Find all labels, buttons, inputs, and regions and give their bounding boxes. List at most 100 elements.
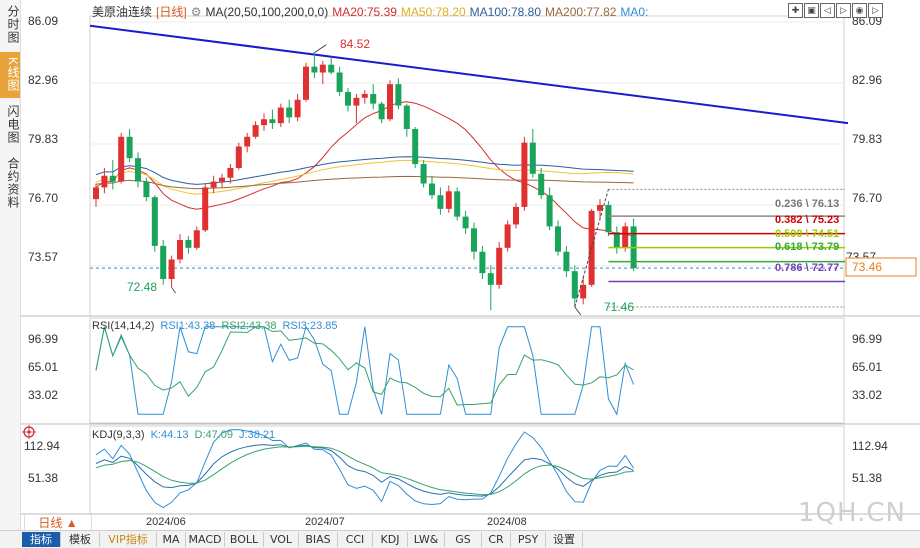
kdj-j-value: J:38.21 [239, 429, 276, 441]
tab-contract-info[interactable]: 合约资料 [6, 157, 20, 209]
candle-body [412, 128, 419, 165]
grid-layer [90, 21, 844, 269]
date-label: 2024/08 [487, 516, 527, 528]
fib-label-0382: 0.382 \ 75.23 [775, 214, 839, 226]
zoom-icon[interactable]: ◉ [852, 3, 867, 18]
tab-indicator[interactable]: 指标 [22, 532, 61, 547]
candle-body [303, 66, 309, 100]
tab-flash[interactable]: 闪电图 [6, 104, 20, 144]
ma50-line [95, 159, 634, 195]
candles-layer [93, 52, 637, 311]
candle-body [193, 230, 200, 248]
candle-body [487, 273, 494, 285]
candle-body [471, 228, 477, 252]
candle-body [613, 232, 620, 248]
rsi-tick-left: 96.99 [28, 332, 58, 346]
chart-canvas[interactable]: 86.09 82.96 79.83 76.70 73.57 86.09 82.9… [0, 0, 920, 530]
candle-body [571, 271, 578, 299]
candle-body [529, 142, 536, 174]
tab-settings[interactable]: 设置 [546, 532, 583, 547]
fib-label-0618: 0.618 \ 73.79 [775, 241, 839, 253]
candle-body [143, 181, 150, 198]
tab-kdj[interactable]: KDJ [373, 532, 408, 547]
tab-cr[interactable]: CR [482, 532, 511, 547]
price-tick-left: 73.57 [28, 250, 58, 264]
kdj-tick-left: 112.94 [24, 439, 60, 453]
price-tick-left: 86.09 [28, 14, 58, 28]
rsi-tick-left: 65.01 [28, 360, 58, 374]
candle-body [101, 175, 108, 188]
candle-body [454, 191, 461, 217]
ma20-line [95, 101, 634, 237]
date-label: 2024/06 [146, 516, 186, 528]
candle-body [336, 72, 343, 92]
tab-template[interactable]: 模板 [61, 532, 100, 547]
price-tick-right: 79.83 [852, 132, 882, 146]
scroll-right-icon[interactable]: ▷ [836, 3, 851, 18]
low-right-pointer [574, 306, 582, 316]
price-tick-left: 79.83 [28, 132, 58, 146]
candle-body [378, 103, 385, 120]
fib-anchor-line [574, 189, 609, 308]
candle-body [244, 136, 251, 147]
candle-body [160, 245, 167, 279]
tab-psy[interactable]: PSY [511, 532, 546, 547]
candle-body [429, 183, 435, 196]
kdj-d-value: D:47.09 [194, 429, 234, 441]
period-selector-button[interactable]: 日线 ▲ [24, 514, 92, 532]
fib-label-0786: 0.786 \ 72.77 [775, 262, 839, 274]
candle-body [328, 64, 335, 73]
candle-body [370, 93, 377, 104]
rsi-tick-left: 33.02 [28, 388, 58, 402]
candle-body [311, 66, 318, 73]
price-panel-frame [89, 15, 845, 317]
kdj-tick-right: 112.94 [852, 439, 888, 453]
tab-lw[interactable]: LW& [408, 532, 445, 547]
play-icon[interactable]: ▷ [868, 3, 883, 18]
ma200-value: MA200:77.82 [545, 5, 617, 19]
candle-body [420, 164, 427, 184]
candle-body [93, 187, 99, 200]
period-tag[interactable]: [日线] [156, 5, 187, 19]
tab-bias[interactable]: BIAS [299, 532, 338, 547]
candle-body [277, 107, 284, 124]
tab-cci[interactable]: CCI [338, 532, 373, 547]
candle-body [496, 247, 503, 285]
kdj-tick-left: 51.38 [28, 471, 58, 485]
scroll-left-icon[interactable]: ◁ [820, 3, 835, 18]
fib-label-0236: 0.236 \ 76.13 [775, 198, 839, 210]
price-tick-left: 82.96 [28, 73, 58, 87]
target-icon[interactable] [22, 425, 36, 439]
kdj-info-bar: KDJ(9,3,3) K:44.13 D:47.09 J:38.21 [92, 429, 281, 441]
tab-boll[interactable]: BOLL [225, 532, 264, 547]
tab-vip-indicator[interactable]: VIP指标 [100, 532, 157, 547]
candle-body [210, 181, 217, 188]
kdj-d-line [95, 445, 634, 496]
settings-icon[interactable]: ⚙ [190, 5, 202, 19]
ma20-value: MA20:75.39 [332, 5, 397, 19]
fullscreen-icon[interactable]: ▣ [804, 3, 819, 18]
date-label: 2024/07 [305, 516, 345, 528]
rsi-panel-frame [89, 317, 845, 424]
candle-body [445, 191, 452, 209]
ma-params: MA(20,50,100,200,0,0) [205, 5, 329, 19]
candle-body [202, 187, 209, 231]
tab-vol[interactable]: VOL [264, 532, 299, 547]
tab-timeshare[interactable]: 分时图 [6, 4, 20, 44]
rsi-title[interactable]: RSI(14,14,2) [92, 320, 155, 332]
crosshair-icon[interactable]: ✚ [788, 3, 803, 18]
tab-gs[interactable]: GS [445, 532, 482, 547]
tab-kline[interactable]: K线图 [0, 52, 20, 98]
candle-body [151, 197, 158, 246]
candle-body [135, 158, 141, 182]
candle-body [261, 119, 267, 126]
rsi-tick-right: 96.99 [852, 332, 882, 346]
candle-body [563, 251, 570, 272]
tab-ma[interactable]: MA [157, 532, 186, 547]
kdj-title[interactable]: KDJ(9,3,3) [92, 429, 145, 441]
candle-body [269, 119, 276, 124]
low-left-pointer [171, 286, 176, 294]
annotation-layer [171, 44, 582, 316]
tab-macd[interactable]: MACD [186, 532, 225, 547]
